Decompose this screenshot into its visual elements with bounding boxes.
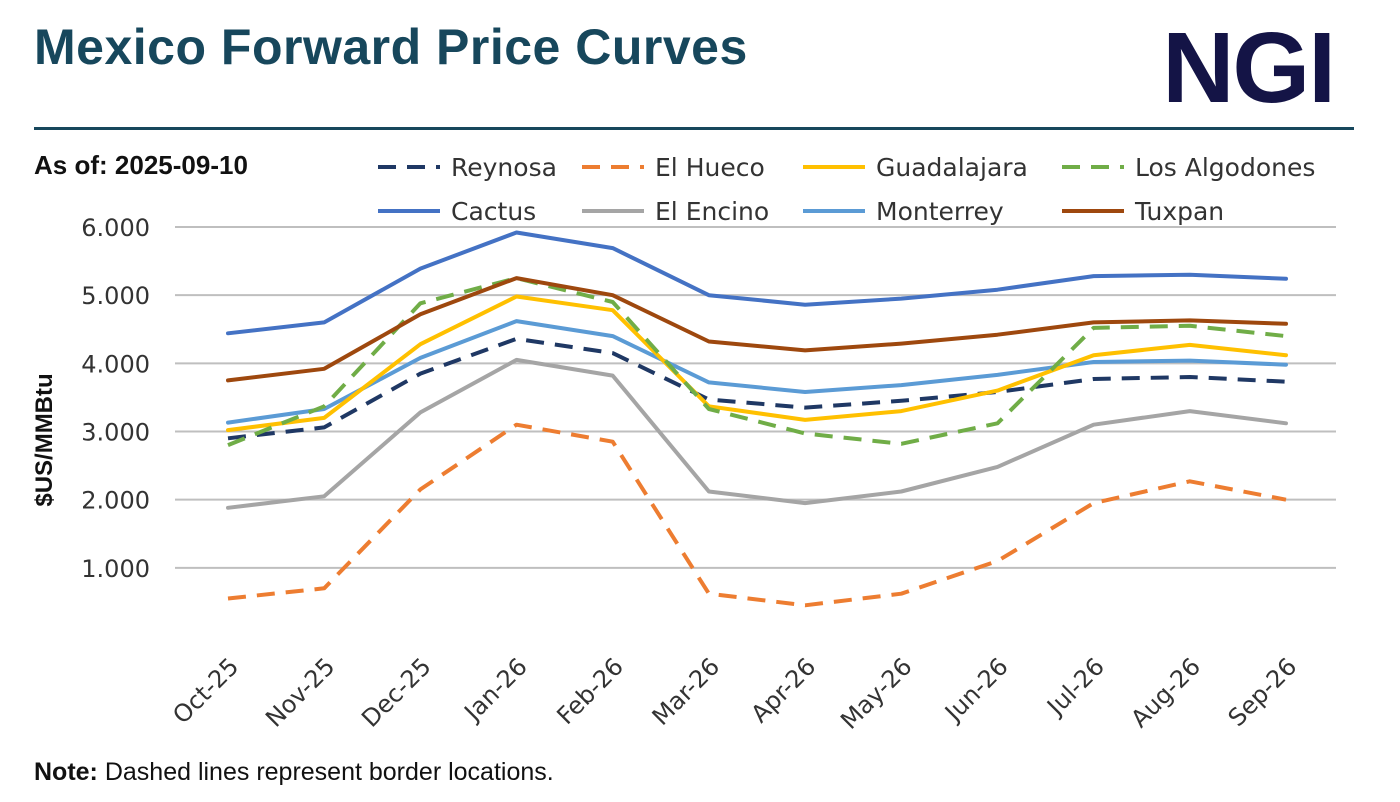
legend-item-cactus: Cactus	[378, 197, 536, 226]
series-line-cactus	[226, 230, 1288, 336]
note-text: Dashed lines represent border locations.	[97, 758, 554, 786]
y-axis-ticks: 1.000 2.000 3.000 4.000 5.000 6.000	[81, 214, 150, 583]
ngi-logo: NGI	[1162, 12, 1336, 124]
x-tick-label: Oct-25	[167, 652, 244, 729]
chart-title: Mexico Forward Price Curves	[34, 19, 748, 75]
legend-label: Los Algodones	[1135, 153, 1315, 182]
x-tick-label: Nov-25	[260, 652, 340, 732]
gridlines	[175, 226, 1336, 569]
y-tick-label: 2.000	[81, 487, 150, 515]
series-line-tuxpan	[226, 276, 1288, 383]
as-of-label: As of:	[34, 150, 108, 180]
x-axis-ticks: Oct-25 Nov-25 Dec-25 Jan-26 Feb-26 Mar-26 Apr-…	[167, 652, 1302, 734]
legend-label: El Hueco	[655, 153, 765, 182]
y-tick-label: 4.000	[81, 350, 150, 378]
x-tick-label: Dec-25	[356, 652, 436, 732]
series-line-el-hueco	[227, 422, 1287, 608]
legend-label: Tuxpan	[1134, 197, 1224, 226]
x-tick-label: Jun-26	[938, 652, 1013, 727]
legend-item-el-encino: El Encino	[582, 197, 769, 226]
legend-item-el-hueco: El Hueco	[582, 153, 765, 182]
series-lines	[226, 230, 1288, 608]
legend-item-reynosa: Reynosa	[378, 153, 557, 182]
y-tick-label: 6.000	[81, 214, 150, 242]
y-tick-label: 5.000	[81, 282, 150, 310]
series-line-guadalajara	[226, 294, 1288, 433]
x-tick-label: Apr-26	[746, 652, 822, 728]
x-tick-label: Jan-26	[458, 652, 533, 727]
legend-item-los-algodones: Los Algodones	[1062, 153, 1315, 182]
as-of-date: As of: 2025-09-10	[34, 150, 248, 181]
as-of-value: 2025-09-10	[114, 150, 248, 180]
header-divider	[34, 127, 1354, 130]
y-tick-label: 1.000	[81, 555, 150, 583]
series-line-los-algodones	[227, 276, 1287, 447]
legend-label: Guadalajara	[876, 153, 1028, 182]
x-tick-label: Sep-26	[1223, 652, 1303, 732]
y-axis-label: $US/MMBtu	[31, 373, 58, 506]
series-line-monterrey	[226, 319, 1288, 425]
x-tick-label: Aug-26	[1125, 652, 1206, 733]
legend-label: Reynosa	[451, 153, 557, 182]
series-line-reynosa	[227, 336, 1287, 441]
legend-label: Cactus	[451, 197, 536, 226]
legend-item-guadalajara: Guadalajara	[803, 153, 1028, 182]
note-label: Note:	[34, 758, 98, 786]
legend-label: El Encino	[655, 197, 769, 226]
footnote: Note: Dashed lines represent border loca…	[34, 758, 554, 787]
forward-price-chart: 1.000 2.000 3.000 4.000 5.000 6.000 Oct-25 Nov…	[31, 153, 1336, 735]
series-line-el-encino	[226, 357, 1288, 510]
x-tick-label: Mar-26	[647, 652, 725, 730]
y-tick-label: 3.000	[81, 419, 150, 447]
x-tick-label: Feb-26	[551, 652, 629, 730]
legend-item-monterrey: Monterrey	[803, 197, 1004, 226]
legend: Reynosa El Hueco Guadalajara Los Algodones C…	[378, 153, 1315, 226]
x-tick-label: May-26	[835, 652, 917, 734]
legend-label: Monterrey	[876, 197, 1004, 226]
legend-item-tuxpan: Tuxpan	[1062, 197, 1224, 226]
x-tick-label: Jul-26	[1040, 652, 1109, 721]
